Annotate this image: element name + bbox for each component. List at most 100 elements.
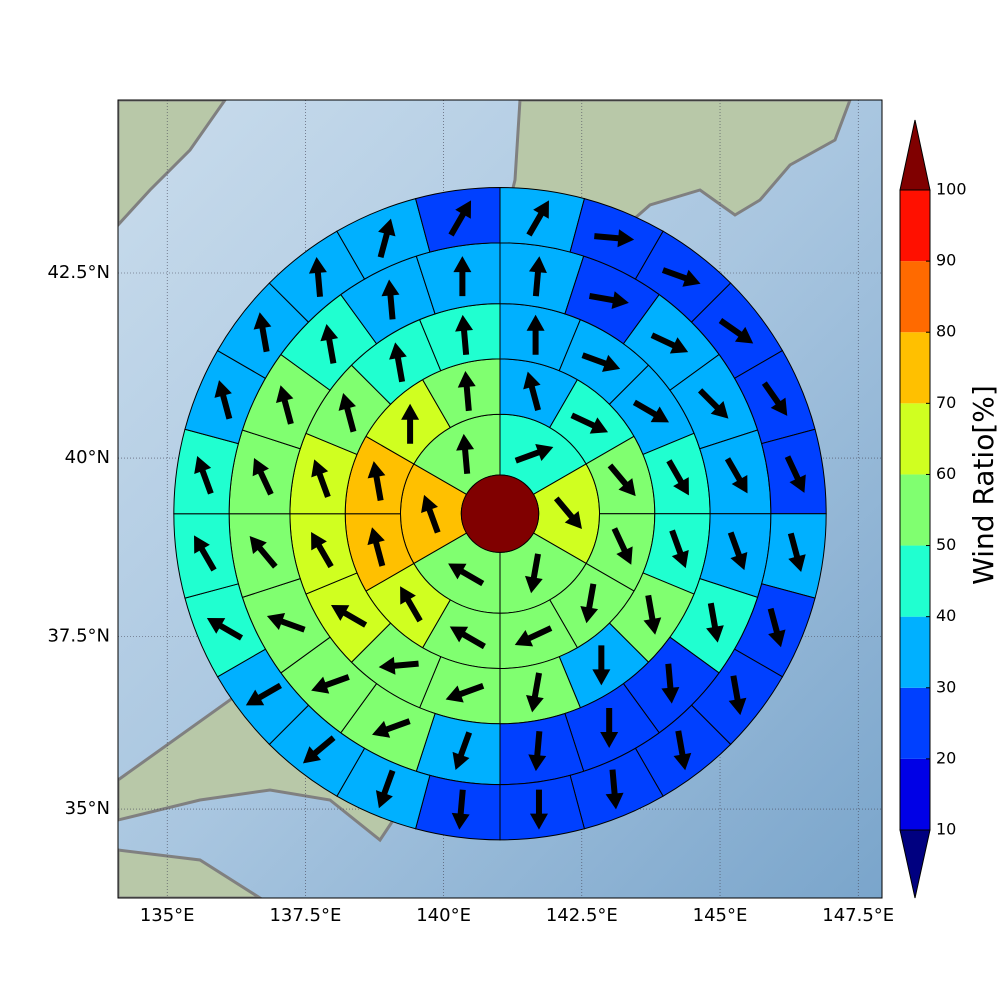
colorbar-label: Wind Ratio[%] (967, 385, 1000, 585)
wind-arrow (605, 769, 624, 810)
wind-arrow (767, 607, 786, 648)
wind-arrow (245, 682, 282, 706)
wind-arrow (377, 218, 396, 258)
wind-arrow (553, 496, 582, 530)
colorbar-tick-label: 10 (936, 820, 956, 839)
y-tick-label: 37.5°N (47, 625, 110, 646)
wind-arrow (529, 789, 548, 830)
x-tick-label: 140°E (416, 905, 471, 926)
wind-arrows (194, 200, 806, 830)
wind-arrow (320, 323, 339, 364)
colorbar: 10 20 30 40 50 60 70 80 90 100 (899, 119, 967, 899)
colorbar-segment (900, 474, 930, 546)
center-disc (460, 474, 540, 553)
x-tick-label: 145°E (693, 905, 748, 926)
wind-arrow (632, 399, 670, 423)
colorbar-segment (900, 403, 930, 475)
colorbar-segment (900, 261, 930, 333)
wind-arrow (367, 527, 386, 567)
wind-arrow (727, 531, 748, 571)
wind-arrow (378, 656, 419, 675)
colorbar-tick-label: 70 (936, 393, 956, 412)
wind-arrow (528, 731, 547, 772)
wind-arrow (445, 682, 485, 703)
colorbar-tick-label: 50 (936, 535, 956, 554)
wind-arrow (400, 586, 423, 623)
wind-arrow (453, 256, 472, 297)
wind-arrow (302, 735, 336, 764)
colorbar-tick-label: 100 (936, 180, 967, 199)
colorbar-tick-label: 40 (936, 606, 956, 625)
x-tick-label: 137.5°E (269, 905, 341, 926)
wind-arrow (524, 553, 543, 594)
wind-arrow (594, 229, 635, 248)
wind-arrow (514, 625, 553, 647)
wind-arrow (456, 433, 475, 475)
wind-arrow (706, 602, 724, 643)
wind-arrow (389, 342, 407, 383)
wind-arrow (698, 388, 729, 419)
wind-arrow (421, 494, 441, 534)
wind-arrow (448, 563, 485, 587)
y-tick-label: 40°N (65, 447, 110, 468)
x-tick-label: 147.5°E (822, 905, 894, 926)
wind-arrow (253, 312, 272, 353)
wind-arrow (451, 789, 470, 830)
wind-arrow (214, 380, 233, 420)
wind-arrow (311, 531, 334, 569)
wind-arrow (375, 769, 396, 809)
wind-arrow (526, 314, 545, 355)
wind-arrow (401, 403, 420, 444)
wind-arrow (669, 529, 689, 569)
colorbar-segment (900, 616, 930, 688)
wind-arrow (611, 527, 633, 565)
colorbar-tick-label: 90 (936, 251, 956, 270)
wind-arrow (718, 318, 754, 344)
wind-arrow (643, 594, 662, 635)
colorbar-segment (900, 190, 930, 262)
x-tick-label: 142.5°E (546, 905, 618, 926)
wind-arrow (666, 459, 689, 496)
sector-cell (173, 428, 239, 515)
wind-arrow (194, 455, 214, 495)
x-tick-label: 135°E (140, 905, 195, 926)
wind-arrow (523, 371, 541, 411)
wind-arrow (252, 457, 274, 496)
wind-arrow (529, 256, 547, 297)
wind-arrow (661, 267, 701, 287)
wind-arrow (249, 536, 278, 569)
colorbar-tick-label: 30 (936, 677, 956, 696)
colorbar-segment (900, 545, 930, 617)
wind-arrow (338, 393, 357, 433)
sector-cell (499, 187, 586, 253)
plot-frame (117, 99, 883, 899)
wind-arrow (448, 200, 472, 237)
wind-arrow (372, 718, 411, 738)
wind-arrow (194, 535, 217, 572)
wind-arrow (724, 457, 748, 494)
colorbar-tick-label: 80 (936, 322, 956, 341)
wind-arrow (784, 455, 806, 493)
wind-arrow (761, 381, 788, 416)
wind-arrow (266, 613, 306, 633)
wind-arrow (457, 370, 476, 412)
wind-arrow (607, 463, 636, 497)
wind-arrow (673, 730, 692, 771)
wind-arrow (449, 626, 486, 650)
wind-arrow (592, 645, 611, 686)
wind-arrow (526, 200, 549, 237)
wind-arrow (514, 444, 554, 464)
wind-arrow (600, 707, 619, 748)
wind-arrow (650, 332, 689, 354)
wind-arrow (311, 459, 331, 498)
colorbar-tick-label: 60 (936, 464, 956, 483)
colorbar-segment (900, 758, 930, 830)
y-tick-label: 35°N (65, 798, 110, 819)
colorbar-frame (899, 189, 931, 831)
wind-arrow (276, 385, 294, 425)
wind-arrow (570, 412, 609, 434)
wind-arrow (311, 674, 350, 694)
wind-arrow (526, 672, 544, 713)
wind-arrow (381, 279, 400, 320)
wind-arrow (787, 532, 806, 572)
